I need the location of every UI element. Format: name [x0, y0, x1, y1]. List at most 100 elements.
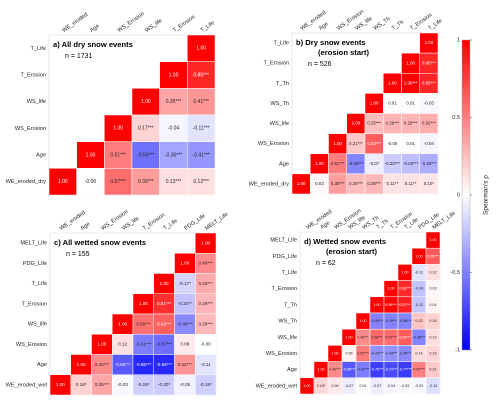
cell-label: 1.00: [345, 335, 352, 339]
panel-title: c) All wetted snow events: [54, 238, 146, 247]
heatmap-cell: [159, 61, 188, 89]
cell-label: -0.11: [415, 270, 423, 274]
colorbar: [461, 39, 471, 351]
heatmap-cell: [195, 374, 217, 396]
cell-label: -0.46***: [399, 351, 412, 355]
cell-label: -0.76***: [371, 368, 384, 372]
row-label: T_Life: [30, 46, 46, 52]
cell-label: 0.39***: [138, 179, 154, 185]
cell-label: 1.00: [315, 161, 324, 166]
cell-label: -0.66***: [343, 368, 356, 372]
cell-label: -0.85***: [135, 362, 151, 367]
cell-label: 0.10*: [424, 181, 435, 186]
heatmap-cell: [159, 114, 188, 142]
cell-label: 0.11**: [405, 181, 417, 186]
cell-label: 0.29***: [386, 121, 400, 126]
cell-label: 0.85***: [193, 72, 209, 78]
cell-label: 0.56***: [136, 321, 151, 326]
cell-label: 1.00: [429, 238, 436, 242]
row-label: Age: [287, 367, 297, 373]
row-label: Age: [37, 362, 47, 368]
heatmap-cell: [159, 141, 188, 169]
cell-label: -0.20***: [385, 161, 400, 166]
heatmap-cell: [76, 141, 105, 169]
cell-label: -0.00: [387, 141, 398, 146]
cell-label: 1.00: [160, 281, 169, 286]
cell-label: 0.04: [429, 303, 436, 307]
cell-label: -0.48***: [348, 161, 363, 166]
row-label: WS_Th: [270, 101, 289, 107]
cell-label: 0.11**: [387, 181, 399, 186]
cell-label: 1.00: [425, 40, 434, 45]
cell-label: 0.21***: [349, 141, 363, 146]
cell-label: 0.85***: [422, 80, 436, 85]
column-label: T_Life: [200, 20, 216, 34]
cell-label: -0.19*: [199, 382, 211, 387]
cell-label: 0.64***: [399, 335, 411, 339]
column-label: Age: [89, 23, 101, 34]
cell-label: 0.62***: [157, 321, 172, 326]
cell-label: -0.00: [85, 179, 97, 185]
row-label: T_Erosion: [22, 301, 48, 307]
row-label: WS_life: [270, 121, 289, 127]
cell-label: -0.03: [415, 384, 423, 388]
row-label: T_Erosion: [21, 72, 47, 78]
cell-label: 0.01: [406, 141, 415, 146]
cell-label: 0.03: [315, 181, 324, 186]
cell-label: -0.43***: [371, 351, 384, 355]
cell-label: -0.04: [424, 141, 435, 146]
row-label: Age: [279, 161, 289, 167]
heatmap-cell: [159, 168, 188, 196]
cell-label: 0.87***: [399, 303, 411, 307]
cell-label: 0.81***: [157, 301, 172, 306]
cell-label: 0.05: [345, 351, 352, 355]
cell-label: -0.51***: [357, 368, 370, 372]
cell-label: 0.46***: [95, 362, 110, 367]
cell-label: 0.32***: [422, 121, 436, 126]
cell-label: 0.28***: [198, 321, 213, 326]
cell-label: 1.00: [201, 240, 210, 245]
cell-label: 1.00: [58, 179, 68, 185]
row-label: MELT_Life: [20, 241, 47, 247]
cell-label: -0.49***: [385, 319, 398, 323]
row-label: WS_Erosion: [266, 351, 297, 357]
cell-label: 1.00: [196, 46, 206, 52]
cell-label: 0.35***: [95, 382, 110, 387]
cell-label: -0.07: [373, 384, 381, 388]
cell-label: 0.42***: [178, 362, 193, 367]
colorbar-tick-label: 1: [457, 37, 460, 43]
row-label: PDG_Life: [23, 261, 47, 267]
cell-label: -0.03: [401, 384, 409, 388]
row-label: WS_Th: [278, 319, 297, 325]
column-label: Age: [320, 220, 332, 231]
heatmap-cell: [131, 114, 160, 142]
cell-label: -0.65***: [115, 362, 131, 367]
cell-label: -0.32***: [421, 161, 436, 166]
cell-label: -0.07: [345, 384, 353, 388]
cell-label: 1.00: [303, 384, 310, 388]
cell-label: 1.00: [86, 152, 96, 158]
cell-label: 1.00: [118, 321, 127, 326]
cell-label: 0.08: [180, 342, 189, 347]
cell-label: 0.38***: [331, 181, 345, 186]
cell-label: 0.23: [415, 319, 422, 323]
heatmap-cell: [425, 377, 441, 395]
cell-label: 1.00: [113, 126, 123, 132]
cell-label: 1.00: [359, 319, 366, 323]
cell-label: 0.18: [429, 319, 436, 323]
row-label: WS_Erosion: [258, 141, 289, 147]
column-label: T_Life: [163, 218, 179, 232]
heatmap-cell: [104, 114, 133, 142]
column-label: T_Erosion: [142, 212, 166, 232]
cell-label: -0.51***: [135, 342, 151, 347]
row-label: WS_Erosion: [15, 126, 46, 132]
cell-label: 1.00: [77, 362, 86, 367]
cell-label: 0.16*: [317, 384, 326, 388]
heatmap-cell: [187, 141, 216, 169]
cell-label: 0.83***: [399, 287, 411, 291]
cell-label: 0.57***: [385, 335, 397, 339]
panel-subtitle: (erosion start): [318, 48, 370, 57]
cell-label: 0.13***: [166, 179, 182, 185]
heatmap-cell: [187, 88, 216, 116]
heatmap-cell: [104, 141, 133, 169]
